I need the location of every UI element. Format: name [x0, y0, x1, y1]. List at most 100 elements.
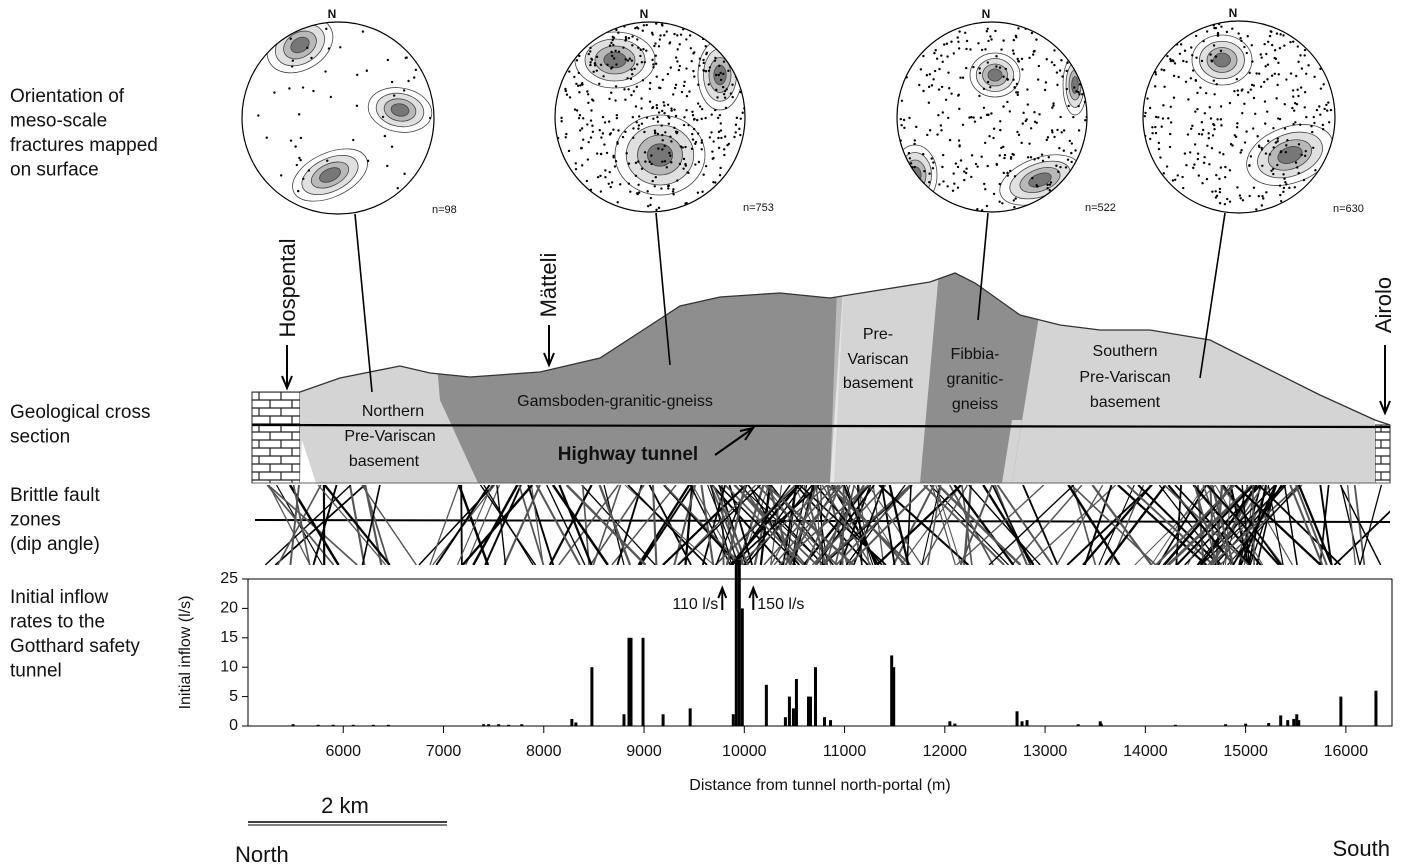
- pole: [1060, 59, 1062, 61]
- pole: [1182, 187, 1184, 189]
- pole: [990, 38, 992, 40]
- pole: [903, 127, 905, 129]
- pole: [1323, 83, 1325, 85]
- pole: [666, 166, 668, 168]
- pole: [657, 133, 659, 135]
- pole: [675, 84, 677, 86]
- pole: [1251, 60, 1253, 62]
- pole: [1216, 118, 1218, 120]
- unit-label: gneiss: [952, 396, 998, 413]
- pole: [908, 117, 910, 119]
- pole: [1063, 150, 1065, 152]
- x-tick-label: 9000: [626, 743, 662, 760]
- pole: [657, 121, 659, 123]
- pole: [616, 201, 618, 203]
- pole: [339, 46, 341, 48]
- pole: [931, 84, 933, 86]
- pole: [705, 45, 707, 47]
- pole: [1058, 147, 1060, 149]
- pole: [1203, 156, 1205, 158]
- bar: [1267, 723, 1270, 726]
- pole: [656, 116, 658, 118]
- pole: [1201, 133, 1203, 135]
- pole: [1185, 81, 1187, 83]
- pole: [957, 41, 959, 43]
- pole: [1305, 73, 1307, 75]
- pole: [637, 127, 639, 129]
- pole: [986, 30, 988, 32]
- pole: [995, 65, 997, 67]
- pole: [403, 89, 405, 91]
- pole: [612, 44, 614, 46]
- pole: [1206, 30, 1208, 32]
- pole: [1059, 69, 1061, 71]
- pole: [1208, 163, 1210, 165]
- pole: [1157, 116, 1159, 118]
- pole: [909, 157, 911, 159]
- pole: [1300, 154, 1302, 156]
- pole: [614, 99, 616, 101]
- pole: [1262, 197, 1264, 199]
- pole: [1010, 158, 1012, 160]
- pole: [655, 63, 657, 65]
- bar: [574, 722, 577, 726]
- pole: [1276, 140, 1278, 142]
- bar: [1279, 715, 1282, 726]
- pole: [661, 124, 663, 126]
- pole: [983, 183, 985, 185]
- pole: [413, 76, 415, 78]
- pole: [1057, 171, 1059, 173]
- pole: [1195, 35, 1197, 37]
- pole: [1166, 165, 1168, 167]
- pole: [594, 64, 596, 66]
- pole: [1239, 194, 1241, 196]
- unit-label: Gamsboden-granitic-gneiss: [517, 393, 713, 410]
- pole: [675, 131, 677, 133]
- light-unit: [300, 260, 1380, 490]
- pole: [1292, 95, 1294, 97]
- pole: [1237, 94, 1239, 96]
- fault: [362, 485, 416, 565]
- pole: [651, 107, 653, 109]
- pole: [1250, 88, 1252, 90]
- pole: [715, 74, 717, 76]
- pole: [614, 165, 616, 167]
- pole: [1330, 109, 1332, 111]
- pole: [987, 61, 989, 63]
- pole: [1026, 118, 1028, 120]
- pole: [1071, 142, 1073, 144]
- pole: [629, 191, 631, 193]
- pole: [1295, 75, 1297, 77]
- pole: [1012, 154, 1014, 156]
- pole: [1305, 150, 1307, 152]
- pole: [676, 179, 678, 181]
- pole: [575, 83, 577, 85]
- pole: [1046, 184, 1048, 186]
- pole: [731, 84, 733, 86]
- pole: [1006, 172, 1008, 174]
- pole: [964, 32, 966, 34]
- pole: [1303, 179, 1305, 181]
- bar: [788, 697, 791, 726]
- pole: [1014, 197, 1016, 199]
- fault: [628, 485, 707, 565]
- pole: [722, 73, 724, 75]
- pole: [1264, 100, 1266, 102]
- bar: [372, 725, 375, 726]
- direction-label: South: [1333, 836, 1391, 861]
- pole: [903, 119, 905, 121]
- pole: [1265, 53, 1267, 55]
- town-label: Hospental: [275, 238, 300, 337]
- count-label: n=522: [1085, 202, 1116, 214]
- pole: [1009, 170, 1011, 172]
- pole: [324, 70, 326, 72]
- fault: [325, 485, 390, 565]
- pole: [1310, 125, 1312, 127]
- pole: [1290, 72, 1292, 74]
- pole: [672, 190, 674, 192]
- pole: [643, 24, 645, 26]
- pole: [1256, 135, 1258, 137]
- pole: [928, 86, 930, 88]
- pole: [1219, 191, 1221, 193]
- bar: [953, 724, 956, 726]
